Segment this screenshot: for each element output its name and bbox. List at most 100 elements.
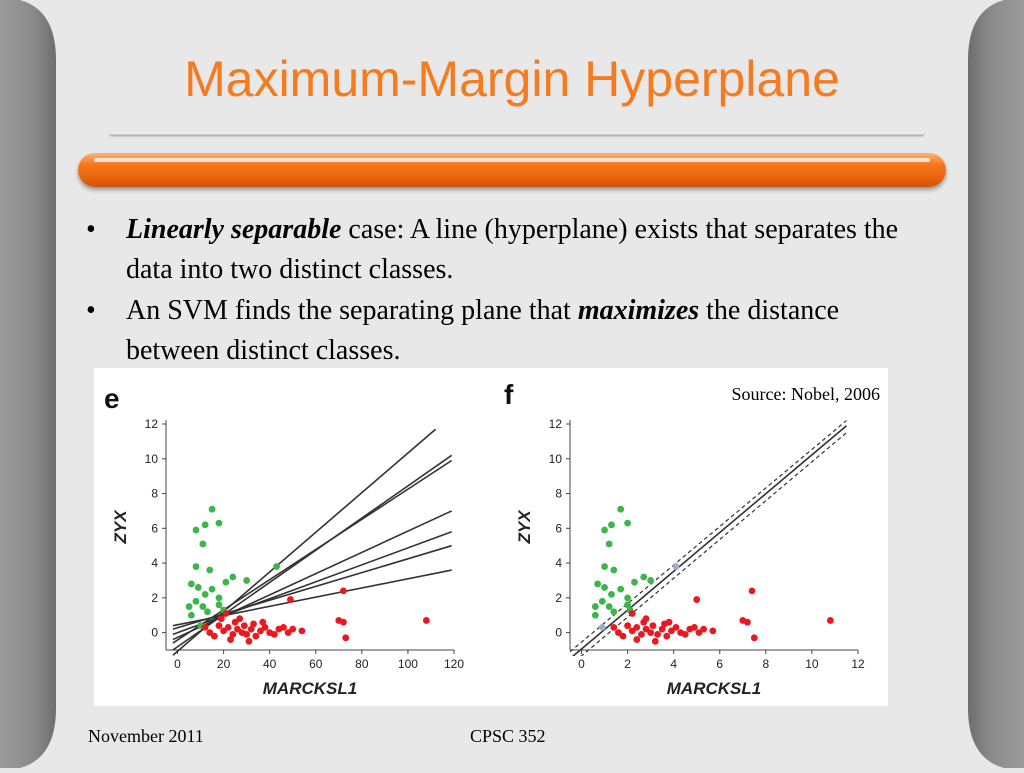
data-point [224, 624, 232, 631]
y-axis-label: ZYX [515, 509, 534, 545]
footer-date: November 2011 [88, 726, 204, 746]
data-point [681, 630, 689, 638]
data-point [252, 632, 260, 640]
y-tick-label: 10 [549, 452, 563, 466]
data-point [250, 620, 257, 628]
data-point [624, 622, 631, 630]
y-tick-label: 6 [151, 521, 158, 535]
bullet-text-after: case: A line (hyperplane) exists that se… [126, 214, 899, 285]
data-point [672, 563, 680, 570]
data-point [667, 627, 675, 635]
panel-label: e [104, 383, 120, 414]
data-point [270, 630, 278, 638]
data-point [201, 624, 209, 631]
separating-line [172, 510, 453, 641]
bullet-item: • Linearly separable case: A line (hyper… [86, 210, 906, 290]
data-point [243, 577, 251, 584]
data-point [206, 566, 214, 574]
data-point [208, 585, 216, 593]
separating-line [172, 531, 452, 636]
data-point [691, 624, 698, 631]
left-decoration [0, 0, 58, 768]
x-tick-label: 0 [578, 657, 585, 671]
data-point [610, 566, 618, 574]
separating-line [172, 459, 453, 644]
data-point [700, 625, 708, 633]
data-point [608, 521, 615, 529]
data-point [654, 630, 661, 638]
data-point [642, 615, 650, 623]
y-tick-label: 8 [555, 487, 562, 501]
figure-source: Source: Nobel, 2006 [731, 384, 880, 404]
title-divider [110, 132, 924, 135]
data-point [610, 624, 618, 631]
separating-line [172, 544, 452, 630]
bullet-text-before: An SVM finds the separating plane that [126, 295, 578, 326]
y-tick-label: 6 [555, 521, 562, 535]
x-tick-label: 10 [805, 657, 819, 671]
data-point [422, 617, 430, 624]
bullet-emphasis: Linearly separable [126, 214, 342, 245]
y-tick-label: 8 [151, 487, 158, 501]
data-point [614, 629, 622, 637]
x-tick-label: 40 [263, 657, 277, 671]
right-decoration [966, 0, 1024, 768]
data-point [208, 505, 216, 513]
data-point [245, 637, 253, 645]
data-point [194, 584, 202, 591]
data-point [624, 519, 631, 527]
data-point [222, 578, 230, 586]
data-point [243, 630, 251, 638]
data-point [231, 618, 239, 626]
data-point [280, 624, 287, 631]
data-point [229, 573, 237, 581]
data-point [601, 584, 608, 591]
data-point [229, 630, 237, 638]
data-point [633, 624, 641, 631]
x-axis-label: MARCKSL1 [263, 679, 357, 698]
margin-line [569, 420, 847, 653]
footer-course: CPSC 352 [470, 726, 546, 746]
bullet-dot-icon: • [86, 295, 96, 326]
bullet-list: • Linearly separable case: A line (hyper… [86, 210, 906, 372]
data-point [638, 630, 645, 638]
data-point [340, 587, 347, 595]
data-point [201, 521, 209, 529]
separating-line [172, 569, 452, 627]
y-tick-label: 0 [555, 626, 562, 640]
data-point [215, 601, 223, 609]
data-point [257, 627, 264, 635]
data-point [201, 590, 209, 598]
data-point [185, 603, 193, 610]
svm-figure: e 0 20 40 60 80 100 120 0 2 4 6 8 10 12 MARCKSL1 ZYX f 0 2 4… [94, 368, 888, 706]
data-point [605, 540, 613, 548]
data-point [617, 585, 625, 593]
data-point [610, 608, 618, 616]
x-tick-label: 20 [217, 657, 231, 671]
data-point [289, 625, 297, 633]
data-point [222, 610, 230, 617]
data-point [199, 603, 207, 610]
data-point [651, 637, 659, 645]
data-point [204, 608, 211, 616]
x-tick-label: 8 [762, 657, 769, 671]
data-point [192, 526, 200, 534]
data-point [217, 615, 225, 623]
y-tick-label: 4 [151, 556, 158, 570]
x-tick-label: 12 [851, 657, 865, 671]
data-point [663, 632, 671, 640]
x-tick-label: 4 [670, 657, 677, 671]
data-point [826, 617, 834, 624]
data-point [259, 618, 267, 626]
data-point [192, 597, 200, 605]
margin-line [580, 432, 847, 656]
bullet-item: • An SVM finds the separating plane that… [86, 291, 906, 371]
data-point [220, 627, 227, 635]
data-point [617, 505, 625, 513]
data-point [591, 603, 599, 610]
data-point [748, 587, 756, 595]
data-point [750, 634, 758, 642]
data-point [215, 622, 223, 630]
y-tick-label: 0 [151, 626, 158, 640]
